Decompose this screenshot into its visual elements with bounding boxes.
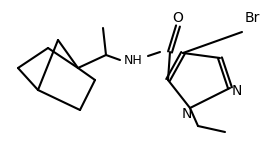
Text: N: N xyxy=(232,84,242,98)
Text: N: N xyxy=(182,107,192,121)
Text: O: O xyxy=(173,11,183,25)
Text: Br: Br xyxy=(244,11,260,25)
Text: NH: NH xyxy=(124,53,142,67)
